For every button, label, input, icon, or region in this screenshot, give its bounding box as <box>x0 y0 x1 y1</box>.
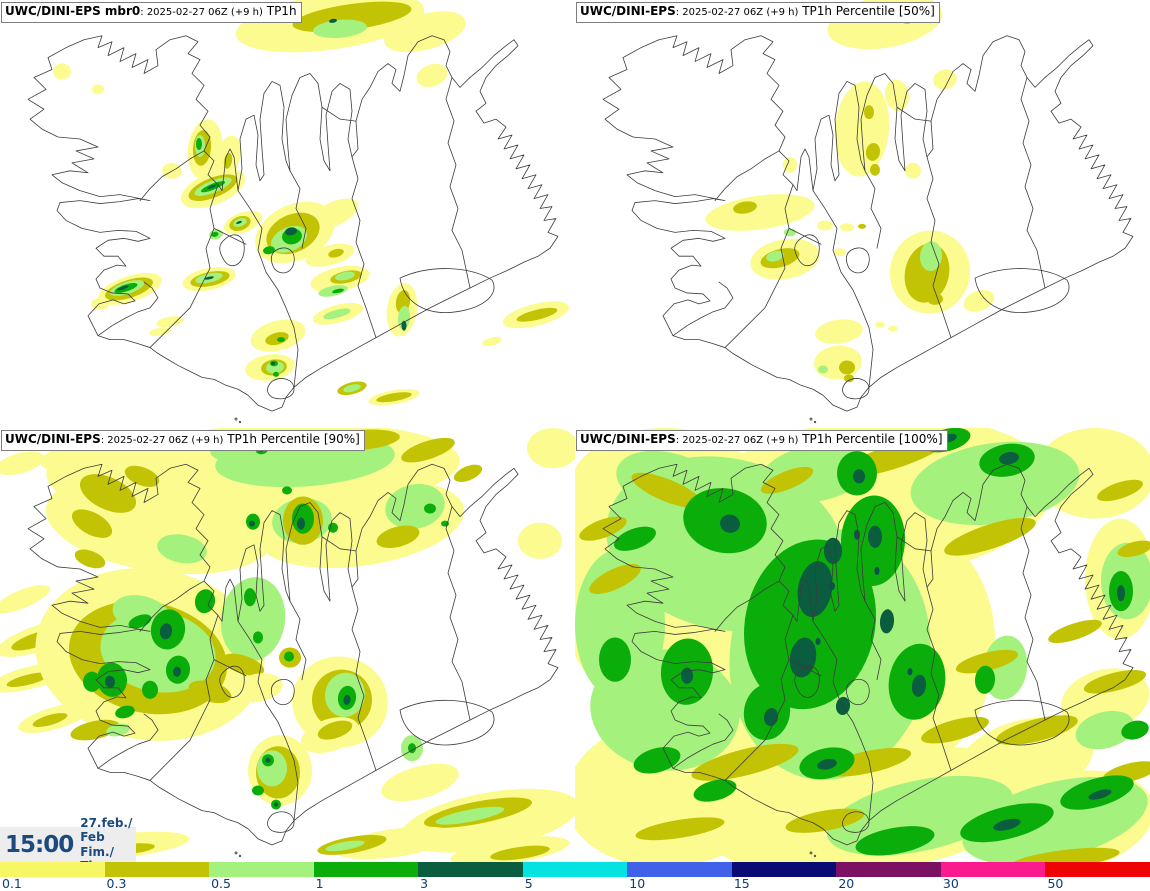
colorbar-tick: 15 <box>733 876 750 891</box>
panel-title: UWC/DINI-EPS: 2025-02-27 06Z (+9 h) TP1h… <box>576 2 940 23</box>
model-name: UWC/DINI-EPS <box>5 432 101 446</box>
date-line-1: 27.feb./ Feb <box>80 815 133 845</box>
colorbar-tick: 0.1 <box>2 876 22 891</box>
map-panel-percentile-50: UWC/DINI-EPS: 2025-02-27 06Z (+9 h) TP1h… <box>575 0 1150 428</box>
coastline <box>602 35 1134 424</box>
precip-colorbar-ticks: 0.1 0.3 0.5 1 3 5 10 15 20 30 50 <box>0 876 1150 891</box>
colorbar-tick: 3 <box>420 876 429 891</box>
colorbar-segment <box>836 862 941 877</box>
iceland-map <box>0 428 575 862</box>
colorbar-tick: 20 <box>838 876 855 891</box>
colorbar-segment <box>313 862 419 877</box>
run-time: : 2025-02-27 06Z (+9 h) <box>140 7 263 18</box>
map-panel-percentile-90: UWC/DINI-EPS: 2025-02-27 06Z (+9 h) TP1h… <box>0 428 575 862</box>
panel-title: UWC/DINI-EPS: 2025-02-27 06Z (+9 h) TP1h… <box>576 430 948 451</box>
run-time: : 2025-02-27 06Z (+9 h) <box>675 7 799 18</box>
colorbar-segment <box>627 862 732 877</box>
field-name: TP1h Percentile [90%] <box>223 432 360 446</box>
iceland-map <box>575 428 1150 862</box>
map-panel-member0: UWC/DINI-EPS mbr0: 2025-02-27 06Z (+9 h)… <box>0 0 575 428</box>
valid-time-box: 15:00 27.feb./ Feb Fim./ Thu <box>0 816 136 873</box>
field-name: TP1h Percentile [50%] <box>798 4 935 18</box>
model-name: UWC/DINI-EPS mbr0 <box>5 4 141 18</box>
colorbar-tick: 30 <box>942 876 959 891</box>
panel-title: UWC/DINI-EPS mbr0: 2025-02-27 06Z (+9 h)… <box>1 2 302 23</box>
run-time: : 2025-02-27 06Z (+9 h) <box>100 435 224 446</box>
precip-colorbar <box>0 862 1150 877</box>
colorbar-segment <box>731 862 837 877</box>
map-panel-percentile-100: UWC/DINI-EPS: 2025-02-27 06Z (+9 h) TP1h… <box>575 428 1150 862</box>
colorbar-segment <box>104 862 210 877</box>
colorbar-tick: 0.5 <box>211 876 231 891</box>
precipitation-layer <box>575 428 1150 862</box>
colorbar-tick: 10 <box>629 876 646 891</box>
field-name: TP1h Percentile [100%] <box>798 432 943 446</box>
run-time: : 2025-02-27 06Z (+9 h) <box>675 435 799 446</box>
valid-time-label: 15:00 <box>5 831 74 858</box>
colorbar-segment <box>1045 862 1150 877</box>
model-name: UWC/DINI-EPS <box>580 432 676 446</box>
colorbar-segment <box>209 862 314 877</box>
colorbar-tick: 50 <box>1047 876 1064 891</box>
colorbar-segment <box>418 862 523 877</box>
iceland-map <box>27 0 570 424</box>
colorbar-segment <box>0 862 105 877</box>
colorbar-tick: 5 <box>524 876 533 891</box>
model-name: UWC/DINI-EPS <box>580 4 676 18</box>
colorbar-segment <box>522 862 628 877</box>
panel-title: UWC/DINI-EPS: 2025-02-27 06Z (+9 h) TP1h… <box>1 430 365 451</box>
colorbar-segment <box>940 862 1046 877</box>
precipitation-layer <box>705 0 995 383</box>
iceland-map <box>602 0 1134 424</box>
field-name: TP1h <box>262 4 297 18</box>
precipitation-layer <box>0 428 575 862</box>
colorbar-tick: 0.3 <box>106 876 127 891</box>
precipitation-layer <box>53 0 570 406</box>
colorbar-tick: 1 <box>315 876 324 891</box>
